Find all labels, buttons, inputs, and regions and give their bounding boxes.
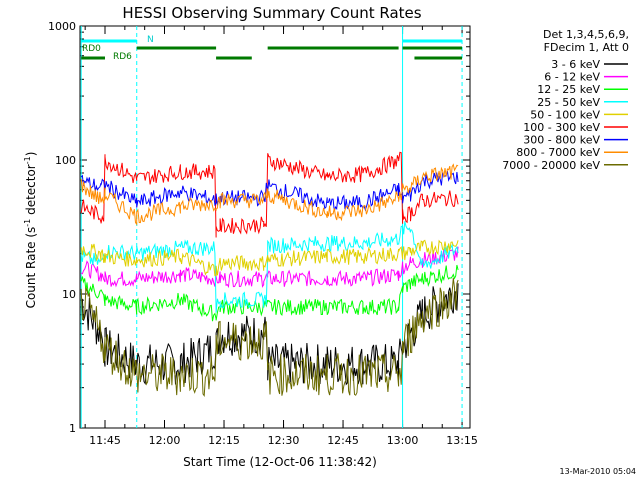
y-tick-label: 10 <box>62 288 76 301</box>
x-tick-label: 11:45 <box>89 434 121 447</box>
legend: Det 1,3,4,5,6,9, FDecim 1, Att 0 3 - 6 k… <box>502 28 629 172</box>
series-line-1 <box>80 246 459 289</box>
rd6-label: RD6 <box>113 52 132 62</box>
series-layer <box>80 151 459 397</box>
legend-header-1: Det 1,3,4,5,6,9, <box>543 28 629 41</box>
x-tick-label: 13:00 <box>387 434 419 447</box>
series-line-0 <box>80 283 459 386</box>
y-axis-label: Count Rate (s-1 detector-1) <box>23 152 38 309</box>
series-line-8 <box>80 277 459 397</box>
y-tick-label: 100 <box>55 154 76 167</box>
plot-area: N RD0 RD6 <box>79 25 471 429</box>
legend-label: 6 - 12 keV <box>544 71 600 84</box>
legend-label: 3 - 6 keV <box>551 58 600 71</box>
y-tick-label: 1 <box>69 422 76 435</box>
legend-label: 800 - 7000 keV <box>516 146 600 159</box>
legend-label: 25 - 50 keV <box>537 96 600 109</box>
y-tick-labels: 1 10 100 1000 <box>48 20 76 435</box>
status-bars <box>81 39 463 60</box>
series-line-4 <box>80 239 459 277</box>
y-axis-label-sup2: -1 <box>23 156 32 164</box>
x-tick-label: 12:45 <box>327 434 359 447</box>
plot-frame <box>79 25 471 429</box>
series-line-7 <box>80 163 459 226</box>
x-tick-label: 13:15 <box>446 434 478 447</box>
y-tick-label: 1000 <box>48 20 76 33</box>
x-axis-label: Start Time (12-Oct-06 11:38:42) <box>183 455 377 469</box>
series-line-6 <box>80 170 459 212</box>
legend-label: 50 - 100 keV <box>530 108 600 121</box>
y-axis-label-sup: -1 <box>23 219 32 227</box>
tick-layer <box>80 25 470 429</box>
x-tick-labels: 11:45 12:00 12:15 12:30 12:45 13:00 13:15 <box>89 434 478 447</box>
legend-label: 12 - 25 keV <box>537 83 600 96</box>
legend-header-2: FDecim 1, Att 0 <box>544 41 629 54</box>
series-line-3 <box>80 221 459 313</box>
night-label: N <box>147 35 154 45</box>
vertical-markers <box>80 26 463 428</box>
legend-label: 100 - 300 keV <box>523 121 600 134</box>
x-tick-label: 12:30 <box>268 434 300 447</box>
y-axis-label-rest: detector <box>24 164 38 219</box>
x-tick-label: 12:00 <box>149 434 181 447</box>
footer-timestamp: 13-Mar-2010 05:04 <box>560 467 637 476</box>
rd0-label: RD0 <box>82 44 101 54</box>
chart-title: HESSI Observing Summary Count Rates <box>122 4 421 22</box>
series-line-2 <box>80 264 459 322</box>
series-line-5 <box>80 151 459 238</box>
y-axis-label-main: Count Rate (s <box>24 227 38 309</box>
legend-label: 300 - 800 keV <box>523 134 600 147</box>
x-tick-label: 12:15 <box>208 434 240 447</box>
legend-label: 7000 - 20000 keV <box>502 159 600 172</box>
y-axis-label-close: ) <box>24 152 38 157</box>
